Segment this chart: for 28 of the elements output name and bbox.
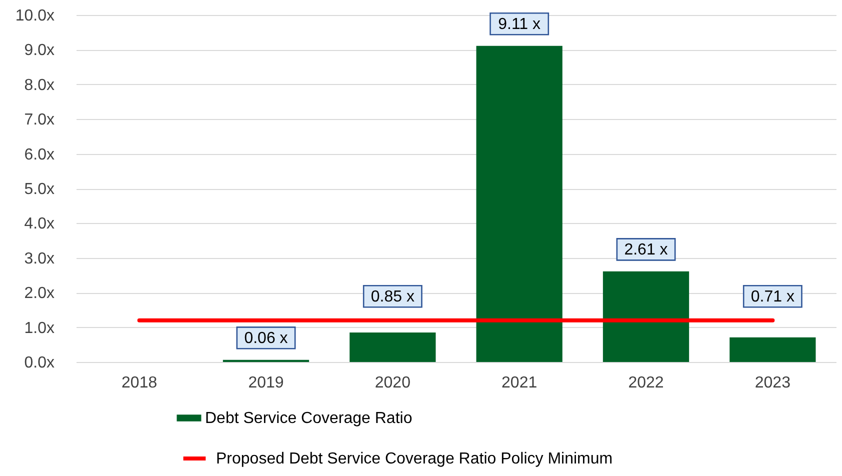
y-tick-label: 0.0x [24, 354, 54, 372]
x-tick-label: 2021 [502, 374, 538, 392]
y-tick-label: 9.0x [24, 42, 54, 60]
bar [602, 271, 690, 362]
y-tick-label: 7.0x [24, 112, 54, 129]
data-label: 0.85 x [370, 288, 414, 306]
y-tick-label: 2.0x [24, 285, 54, 302]
data-label: 0.71 x [750, 288, 794, 306]
y-tick-label: 4.0x [24, 216, 54, 233]
x-tick-label: 2019 [248, 374, 284, 392]
x-tick-label: 2022 [628, 374, 664, 392]
x-tick-label: 2018 [122, 374, 158, 392]
y-tick-label: 6.0x [24, 146, 54, 164]
x-tick-label: 2020 [374, 374, 411, 392]
data-label: 2.61 x [624, 241, 668, 258]
y-tick-label: 8.0x [24, 76, 54, 94]
bar [476, 46, 562, 362]
y-tick-label: 10.0x [15, 8, 54, 24]
y-tick-label: 1.0x [24, 320, 54, 337]
legend-label: Debt Service Coverage Ratio [205, 410, 412, 427]
y-tick-label: 5.0x [24, 181, 54, 198]
bar [350, 332, 436, 362]
data-label: 0.06 x [244, 330, 288, 347]
bar [730, 337, 816, 362]
y-tick-label: 3.0x [24, 250, 54, 268]
data-label: 9.11 x [498, 16, 541, 33]
x-tick-label: 2023 [754, 374, 791, 392]
legend-label: Proposed Debt Service Coverage Ratio Policy Minimum [216, 450, 613, 468]
